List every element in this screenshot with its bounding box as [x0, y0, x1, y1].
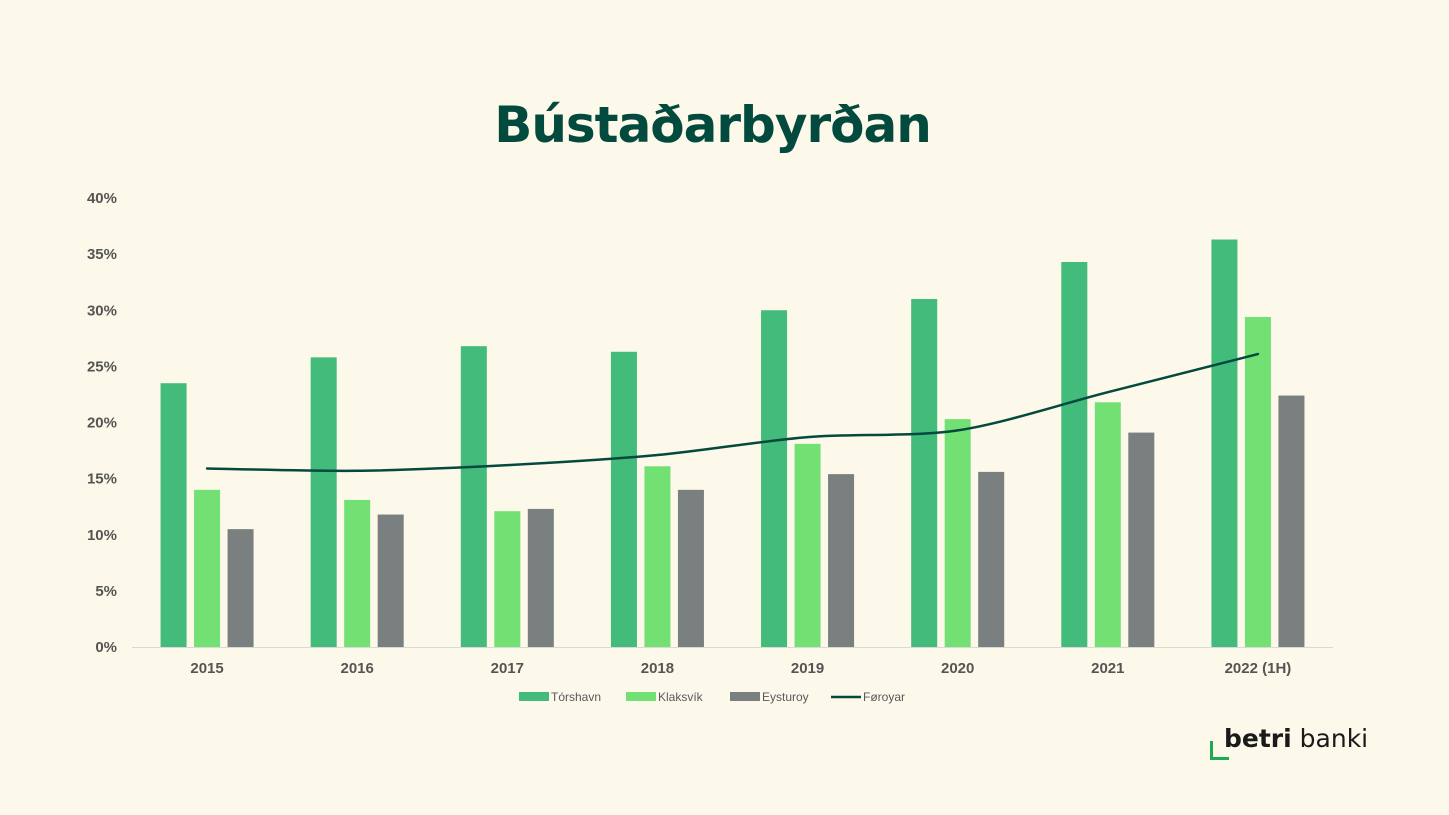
bar-klaksvík	[194, 489, 221, 647]
chart-title: Bústaðarbyrðan	[494, 96, 932, 154]
legend-label: Eysturoy	[762, 690, 809, 704]
bar-eysturoy	[527, 508, 554, 647]
bar-klaksvík	[644, 466, 671, 647]
brand-corner-icon	[1210, 741, 1229, 760]
y-tick-label: 15%	[87, 471, 117, 488]
bar-klaksvík	[494, 511, 521, 647]
brand-name-light: banki	[1299, 724, 1369, 753]
bar-tórshavn	[911, 299, 938, 647]
x-tick-label: 2019	[791, 660, 824, 677]
bar-eysturoy	[828, 474, 855, 647]
y-axis: 0% 5% 10% 15% 20% 25% 30% 35% 40%	[87, 190, 117, 656]
bar-klaksvík	[344, 499, 371, 647]
bar-eysturoy	[377, 514, 404, 647]
bar-tórshavn	[761, 310, 788, 647]
bar-tórshavn	[1061, 261, 1088, 647]
bar-tórshavn	[610, 351, 637, 647]
line-series-føroyar	[205, 352, 1260, 473]
x-tick-label: 2022 (1H)	[1225, 660, 1292, 677]
bar-eysturoy	[677, 489, 704, 647]
legend-swatch	[626, 692, 656, 701]
legend-swatch	[730, 692, 760, 701]
x-tick-label: 2017	[491, 660, 524, 677]
bar-eysturoy	[978, 471, 1005, 647]
bar-tórshavn	[460, 346, 487, 647]
bar-klaksvík	[1244, 316, 1271, 647]
x-tick-label: 2020	[941, 660, 974, 677]
bar-klaksvík	[794, 443, 821, 647]
bar-series-group	[160, 239, 1305, 647]
bar-eysturoy	[227, 529, 254, 647]
y-tick-label: 30%	[87, 302, 117, 319]
x-axis: 2015 2016 2017 2018 2019 2020 2021 2022 (1H)	[132, 647, 1333, 677]
bar-tórshavn	[160, 383, 187, 647]
brand-logo: betri banki	[1210, 722, 1370, 762]
legend-label: Føroyar	[863, 690, 905, 704]
legend: Tórshavn Klaksvík Eysturoy Føroyar	[519, 690, 905, 704]
y-tick-label: 0%	[95, 639, 117, 656]
x-tick-label: 2021	[1091, 660, 1124, 677]
bar-klaksvík	[944, 419, 971, 647]
legend-label: Klaksvík	[658, 690, 704, 704]
legend-label: Tórshavn	[551, 690, 601, 704]
bar-klaksvík	[1094, 402, 1121, 647]
brand-name-bold: betri	[1224, 724, 1292, 753]
bar-tórshavn	[1211, 239, 1238, 647]
y-tick-label: 5%	[95, 583, 117, 600]
bar-eysturoy	[1128, 432, 1155, 647]
legend-swatch	[519, 692, 549, 701]
y-tick-label: 40%	[87, 190, 117, 207]
y-tick-label: 20%	[87, 415, 117, 432]
bar-eysturoy	[1278, 395, 1305, 647]
bar-tórshavn	[310, 357, 337, 647]
y-tick-label: 35%	[87, 246, 117, 263]
x-tick-label: 2015	[190, 660, 223, 677]
line-series-group	[205, 352, 1260, 473]
y-tick-label: 25%	[87, 358, 117, 375]
y-tick-label: 10%	[87, 527, 117, 544]
x-tick-label: 2018	[641, 660, 674, 677]
x-tick-label: 2016	[341, 660, 374, 677]
brand-name: betri banki	[1224, 724, 1368, 753]
